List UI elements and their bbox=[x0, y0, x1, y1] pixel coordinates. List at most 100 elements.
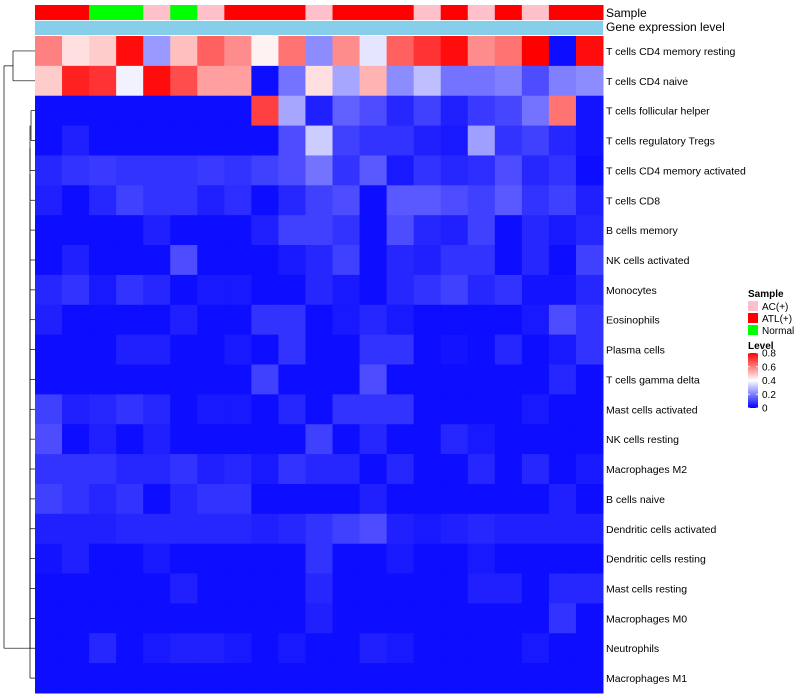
heatmap-cell bbox=[413, 394, 442, 425]
heatmap-cell bbox=[386, 603, 415, 634]
heatmap-cell bbox=[305, 663, 334, 694]
heatmap-cell bbox=[359, 663, 388, 694]
heatmap-cell bbox=[116, 65, 144, 97]
heatmap-cell bbox=[413, 573, 442, 604]
heatmap-cell bbox=[494, 573, 523, 604]
heatmap-cell bbox=[575, 185, 604, 216]
heatmap-cell bbox=[197, 36, 225, 67]
heatmap-cell bbox=[224, 603, 252, 634]
heatmap-cell bbox=[494, 95, 523, 127]
row-label: Mast cells activated bbox=[606, 404, 698, 416]
heatmap-cell bbox=[413, 454, 442, 485]
heatmap-cell bbox=[224, 454, 252, 485]
heatmap-cell bbox=[143, 125, 171, 156]
heatmap-cell bbox=[224, 215, 252, 246]
heatmap-cell bbox=[251, 394, 279, 425]
heatmap-cell bbox=[89, 633, 117, 664]
heatmap-cell bbox=[440, 245, 469, 276]
heatmap-cell bbox=[89, 155, 117, 186]
heatmap-cell bbox=[170, 334, 198, 365]
annotation-bars bbox=[35, 5, 604, 35]
heatmap-cell bbox=[440, 364, 469, 395]
legend-swatch bbox=[748, 325, 758, 335]
heatmap-cell bbox=[89, 364, 117, 395]
heatmap-cell bbox=[494, 304, 523, 336]
heatmap-cell bbox=[35, 483, 63, 515]
row-label: Mast cells resting bbox=[606, 583, 687, 595]
heatmap-cell bbox=[413, 155, 442, 186]
heatmap-cell bbox=[440, 483, 469, 515]
heatmap-cell bbox=[197, 215, 225, 246]
heatmap-cell bbox=[35, 603, 63, 634]
sample-annotation-cell bbox=[197, 5, 225, 20]
heatmap-cell bbox=[386, 334, 415, 365]
heatmap-cell bbox=[197, 364, 225, 395]
heatmap-cell bbox=[359, 185, 388, 216]
heatmap-cell bbox=[251, 543, 279, 575]
heatmap-cell bbox=[548, 95, 577, 127]
heatmap-cell bbox=[467, 155, 496, 186]
heatmap-cell bbox=[278, 394, 306, 425]
heatmap-cell bbox=[494, 483, 523, 515]
heatmap-cell bbox=[467, 603, 496, 634]
heatmap-cell bbox=[575, 274, 604, 306]
heatmap-cell bbox=[548, 633, 577, 664]
heatmap-cell bbox=[575, 334, 604, 365]
heatmap-cell bbox=[224, 483, 252, 515]
heatmap-cell bbox=[116, 483, 144, 515]
heatmap-cell bbox=[35, 95, 63, 127]
heatmap-cell bbox=[89, 245, 117, 276]
heatmap-cell bbox=[548, 394, 577, 425]
row-label: Monocytes bbox=[606, 285, 657, 297]
row-label: T cells CD4 naive bbox=[606, 76, 688, 88]
heatmap-cell bbox=[332, 215, 361, 246]
row-dendrogram bbox=[3, 50, 35, 679]
heatmap-cell bbox=[494, 36, 523, 67]
expression-level-bar bbox=[35, 21, 603, 35]
heatmap-cell bbox=[548, 155, 577, 186]
legend-sample-title: Sample bbox=[748, 289, 784, 300]
heatmap-cell bbox=[62, 364, 90, 395]
heatmap-cell bbox=[521, 215, 550, 246]
heatmap-cell bbox=[197, 155, 225, 186]
heatmap-cell bbox=[170, 573, 198, 604]
heatmap-cell bbox=[494, 663, 523, 694]
heatmap-cell bbox=[440, 215, 469, 246]
heatmap-cell bbox=[170, 454, 198, 485]
legend: Sample Level AC(+)ATL(+)Normal 0.8 0.6 0.4 0… bbox=[748, 289, 794, 415]
legend-level-title: Level bbox=[748, 341, 774, 352]
heatmap-cell bbox=[143, 185, 171, 216]
heatmap-cell bbox=[386, 543, 415, 575]
row-label: Macrophages M2 bbox=[606, 464, 687, 476]
heatmap-cell bbox=[170, 95, 198, 127]
heatmap-cell bbox=[440, 603, 469, 634]
row-label: B cells memory bbox=[606, 225, 679, 237]
heatmap-cell bbox=[35, 125, 63, 156]
heatmap-cell bbox=[278, 334, 306, 365]
heatmap-cell bbox=[89, 483, 117, 515]
heatmap-cell bbox=[278, 304, 306, 336]
heatmap-cell bbox=[35, 543, 63, 575]
heatmap-cell bbox=[413, 65, 442, 97]
row-label: NK cells resting bbox=[606, 434, 679, 446]
heatmap-cell bbox=[170, 185, 198, 216]
heatmap-cell bbox=[251, 125, 279, 156]
heatmap-cell bbox=[170, 155, 198, 186]
heatmap-cell bbox=[35, 274, 63, 306]
heatmap-cell bbox=[548, 304, 577, 336]
heatmap-cell bbox=[251, 185, 279, 216]
heatmap-cell bbox=[305, 603, 334, 634]
heatmap-cell bbox=[197, 424, 225, 455]
heatmap-cell bbox=[170, 304, 198, 336]
heatmap-cell bbox=[440, 155, 469, 186]
heatmap-cell bbox=[170, 633, 198, 664]
heatmap-cell bbox=[359, 155, 388, 186]
heatmap-cell bbox=[278, 274, 306, 306]
heatmap-cell bbox=[440, 513, 469, 545]
heatmap-cell bbox=[89, 513, 117, 545]
heatmap-cell bbox=[116, 513, 144, 545]
heatmap-cell bbox=[197, 573, 225, 604]
heatmap-cell bbox=[89, 274, 117, 306]
heatmap-cell bbox=[35, 304, 63, 336]
heatmap-cell bbox=[548, 483, 577, 515]
